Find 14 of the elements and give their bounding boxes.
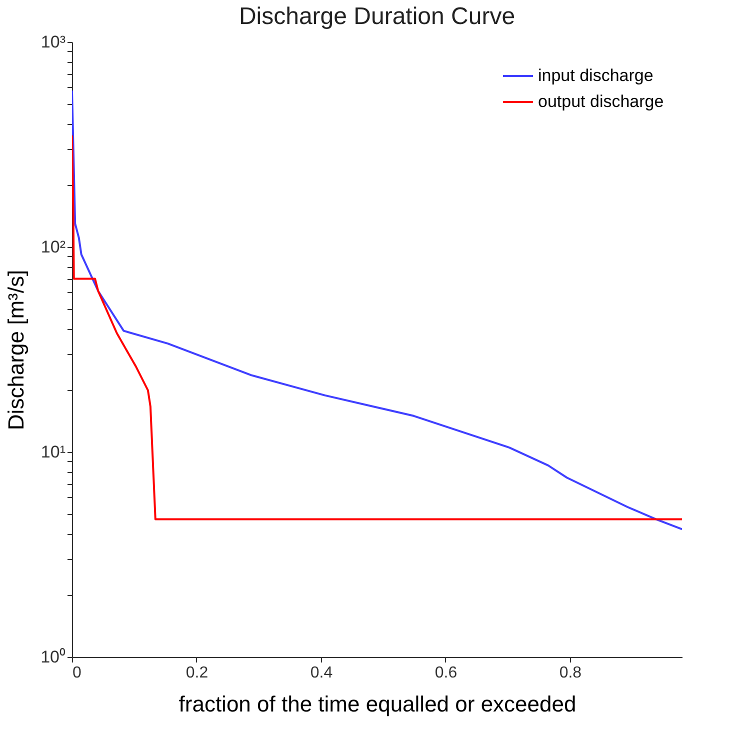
x-tick-label: 0.8 (559, 664, 582, 682)
chart-title: Discharge Duration Curve (238, 3, 516, 30)
y-tick-label: 10¹ (40, 442, 66, 462)
legend-label: output discharge (538, 92, 664, 111)
y-tick-label: 10³ (40, 32, 66, 52)
x-axis-title: fraction of the time equalled or exceeded (178, 692, 576, 716)
x-tick-label: 0 (72, 664, 82, 682)
y-axis-title: Discharge [m³/s] (4, 270, 29, 430)
y-tick-label: 10² (40, 238, 66, 256)
x-tick-label: 0.2 (186, 664, 208, 682)
y-tick-label: 10⁰ (40, 648, 66, 666)
x-tick-label: 0.4 (310, 664, 333, 682)
x-tick-label: 0.6 (434, 664, 458, 682)
legend-label: input discharge (538, 66, 654, 85)
